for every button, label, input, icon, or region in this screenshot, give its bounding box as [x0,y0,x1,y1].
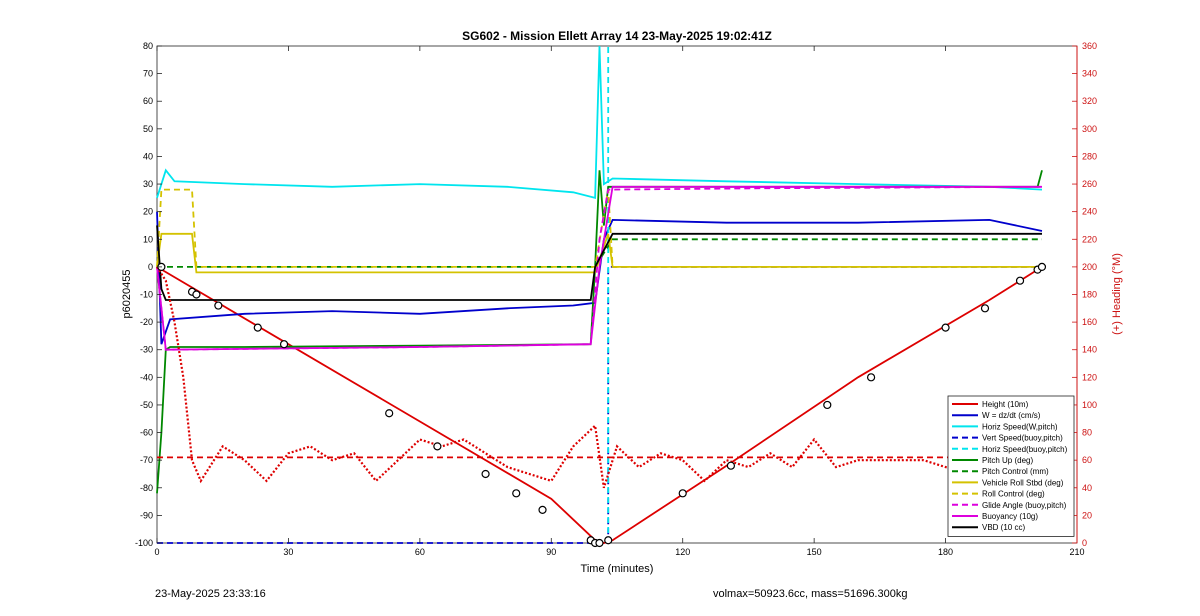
series-line [156,266,1043,544]
legend-label: Buoyancy (10g) [982,512,1038,521]
series-line [156,45,1043,200]
y-axis-label: p6020455 [121,270,133,319]
series-line [156,266,1043,489]
height-marker [192,290,201,299]
y-tick-label: 70 [143,69,153,79]
y-tick-label: 20 [143,207,153,217]
height-marker [433,442,442,451]
legend-label: Vert Speed(buoy,pitch) [982,434,1063,443]
height-marker [214,301,223,310]
x-tick-label: 60 [415,547,425,557]
y-tick-label: -60 [140,428,153,438]
y-tick-label: 80 [143,41,153,51]
plot-area [156,45,1078,544]
x-tick-label: 90 [546,547,556,557]
height-marker [385,409,394,418]
legend: Height (10m) W = dz/dt (cm/s) Horiz Speed(… [947,395,1075,537]
y-tick-label: -90 [140,510,153,520]
height-marker [253,323,262,332]
footer-timestamp: 23-May-2025 23:33:16 [155,588,266,600]
height-marker [595,538,604,548]
legend-label: Vehicle Roll Stbd (deg) [982,478,1064,487]
height-marker [1037,262,1047,271]
legend-label: Pitch Control (mm) [982,467,1049,476]
y2-tick-label: 40 [1082,483,1092,493]
y-tick-label: 0 [148,262,153,272]
legend-label: Pitch Up (deg) [982,456,1033,465]
y2-tick-label: 100 [1082,400,1097,410]
height-marker [678,489,687,498]
y2-tick-label: 80 [1082,428,1092,438]
series-line [156,211,1043,345]
y-tick-label: 50 [143,124,153,134]
y2-tick-label: 220 [1082,234,1097,244]
axes-layer: 0 30 60 90 120 150 180 210-100-90-80-70-60-50-4… [135,41,1097,557]
y2-tick-label: 320 [1082,96,1097,106]
y2-axis-label: (+) Heading (°M) [1111,253,1123,335]
y-tick-label: 10 [143,234,153,244]
x-tick-label: 120 [675,547,690,557]
y2-tick-label: 0 [1082,538,1087,548]
footer-volmax: volmax=50923.6cc, mass=51696.300kg [713,588,908,600]
y-tick-label: 30 [143,179,153,189]
y2-tick-label: 200 [1082,262,1097,272]
legend-label: VBD (10 cc) [982,523,1025,532]
legend-box [947,395,1075,537]
series-layer [156,45,1043,544]
y-tick-label: -20 [140,317,153,327]
legend-label: Glide Angle (buoy,pitch) [982,501,1067,510]
height-marker [866,373,876,382]
y-tick-label: -40 [140,372,153,382]
y-tick-label: -100 [135,538,153,548]
legend-label: Roll Control (deg) [982,490,1045,499]
y2-tick-label: 300 [1082,124,1097,134]
x-tick-label: 150 [807,547,822,557]
height-marker [980,304,990,313]
y2-tick-label: 140 [1082,345,1097,355]
y2-tick-label: 360 [1082,41,1097,51]
height-marker [481,469,490,479]
series-line [157,238,1042,268]
y-tick-label: -30 [140,345,153,355]
height-marker [726,461,736,470]
y-tick-label: 60 [143,96,153,106]
y-tick-label: -80 [140,483,153,493]
series-line [156,225,1042,301]
y2-tick-label: 260 [1082,179,1097,189]
y2-tick-label: 280 [1082,151,1097,161]
x-tick-label: 210 [1069,547,1084,557]
x-tick-label: 180 [938,547,953,557]
height-marker [941,323,950,332]
height-marker [823,400,832,410]
height-marker [1015,276,1025,285]
x-axis-label: Time (minutes) [581,563,654,575]
y2-tick-label: 240 [1082,207,1097,217]
y2-tick-label: 20 [1082,510,1092,520]
x-tick-label: 30 [283,547,293,557]
x-tick-label: 0 [154,547,159,557]
height-marker [538,505,547,514]
series-line [156,188,1042,268]
height-marker [604,536,613,545]
legend-label: Height (10m) [982,400,1029,409]
legend-label: W = dz/dt (cm/s) [982,411,1041,420]
series-line [156,185,1042,351]
y-tick-label: -10 [140,290,153,300]
y2-tick-label: 120 [1082,372,1097,382]
legend-label: Horiz Speed(buoy,pitch) [982,445,1068,454]
y-tick-label: 40 [143,151,153,161]
y-tick-label: -50 [140,400,153,410]
y2-tick-label: 160 [1082,317,1097,327]
height-marker [279,340,289,349]
chart-title: SG602 - Mission Ellett Array 14 23-May-2… [462,29,772,43]
y2-tick-label: 60 [1082,455,1092,465]
y2-tick-label: 340 [1082,69,1097,79]
height-marker [512,489,521,498]
y2-tick-label: 180 [1082,290,1097,300]
y-tick-label: -70 [140,455,153,465]
legend-label: Horiz Speed(W,pitch) [982,422,1058,431]
